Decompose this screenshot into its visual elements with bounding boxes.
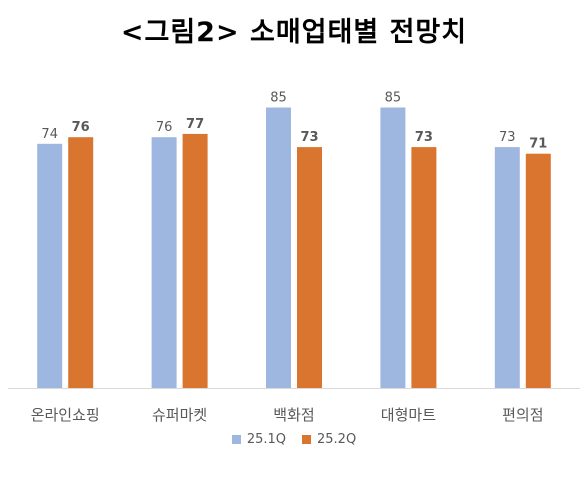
- legend-swatch-series-2: [302, 435, 311, 444]
- data-label-1-3: 85: [270, 91, 287, 106]
- x-tick-label-1: 온라인쇼핑: [31, 406, 100, 424]
- bar-1-2: [151, 137, 177, 388]
- chart-title: <그림2> 소매업태별 전망치: [120, 17, 468, 48]
- bar-chart: 74 76 온라인쇼핑 76 77 슈퍼마켓 85 73 백화점 85 73 대형마트 73 71 편의점: [8, 91, 580, 424]
- bar-2-4: [411, 147, 437, 388]
- bar-2-5: [525, 153, 551, 388]
- data-label-1-5: 73: [499, 130, 516, 145]
- x-tick-label-5: 편의점: [502, 406, 543, 424]
- bar-1-5: [494, 147, 520, 388]
- bar-1-1: [37, 143, 63, 388]
- legend-item-series-2: 25.2Q: [302, 432, 356, 447]
- data-label-2-5: 71: [529, 137, 547, 152]
- legend: 25.1Q 25.2Q: [0, 432, 588, 447]
- legend-label-series-2: 25.2Q: [317, 432, 357, 447]
- legend-item-series-1: 25.1Q: [231, 432, 286, 447]
- bar-1-4: [380, 107, 406, 388]
- data-label-2-4: 73: [415, 130, 433, 145]
- data-label-2-2: 77: [186, 117, 204, 132]
- bar-2-2: [182, 133, 208, 388]
- bar-1-3: [266, 107, 291, 388]
- x-tick-label-3: 백화점: [273, 406, 314, 424]
- bar-2-3: [297, 147, 322, 388]
- x-tick-label-2: 슈퍼마켓: [152, 406, 207, 424]
- data-label-2-3: 73: [300, 130, 318, 145]
- data-label-1-2: 76: [156, 120, 173, 135]
- data-label-2-1: 76: [72, 120, 90, 135]
- x-tick-label-4: 대형마트: [381, 406, 436, 424]
- data-label-1-1: 74: [41, 127, 58, 142]
- data-label-1-4: 85: [385, 91, 402, 106]
- legend-label-series-1: 25.1Q: [246, 432, 286, 447]
- legend-swatch-series-1: [231, 435, 241, 444]
- bar-2-1: [68, 137, 94, 388]
